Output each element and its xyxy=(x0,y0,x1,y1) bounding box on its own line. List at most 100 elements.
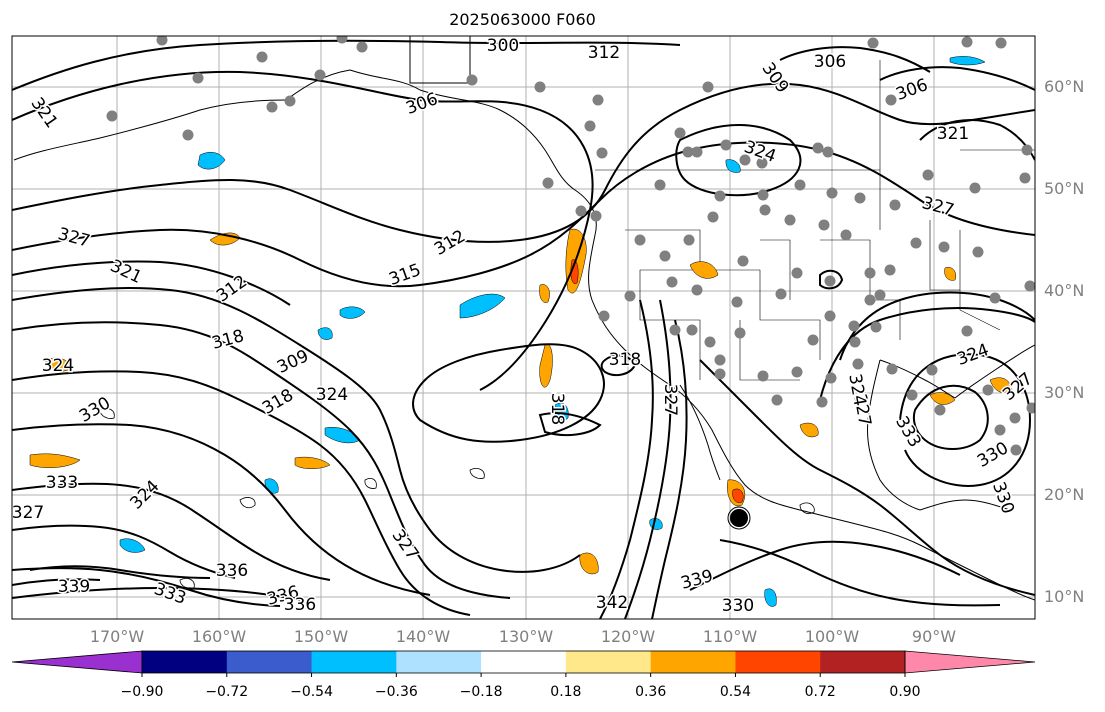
station-marker xyxy=(791,366,803,378)
station-marker xyxy=(852,358,864,370)
longitude-label: 130°W xyxy=(498,627,554,646)
station-marker xyxy=(674,127,686,139)
station-marker xyxy=(775,288,787,300)
station-marker xyxy=(336,36,348,44)
map-gridlines xyxy=(12,36,1035,619)
station-marker xyxy=(825,372,837,384)
contour-label: 336 xyxy=(216,561,248,581)
contour-label: 324 xyxy=(954,340,991,370)
contour-label: 339 xyxy=(679,566,716,594)
longitude-label: 100°W xyxy=(804,627,860,646)
station-marker xyxy=(885,94,897,106)
state-borders xyxy=(595,60,1035,381)
station-marker xyxy=(707,211,719,223)
station-marker xyxy=(182,129,194,141)
station-marker xyxy=(816,396,828,408)
latitude-label: 20°N xyxy=(1044,485,1085,504)
station-marker xyxy=(824,275,836,287)
station-marker xyxy=(284,95,296,107)
station-marker xyxy=(1026,402,1035,414)
latitude-label: 10°N xyxy=(1044,587,1085,606)
station-marker xyxy=(757,189,769,201)
thin-contours xyxy=(99,408,815,589)
strong-positive-shading xyxy=(570,259,744,503)
station-marker xyxy=(575,205,587,217)
station-marker xyxy=(1019,172,1031,184)
longitude-label: 120°W xyxy=(600,627,656,646)
colorbar-tick-label: 0.54 xyxy=(719,684,752,700)
station-marker xyxy=(592,94,604,106)
station-marker xyxy=(659,250,671,262)
latitude-label: 40°N xyxy=(1044,281,1085,300)
negative-shading xyxy=(119,56,986,607)
longitude-label: 110°W xyxy=(702,627,758,646)
contour-label: 324 xyxy=(42,356,74,376)
station-marker xyxy=(784,214,796,226)
contour-label: 333 xyxy=(891,413,925,451)
station-marker xyxy=(791,267,803,279)
station-marker xyxy=(714,190,726,202)
contour-label: 309 xyxy=(274,346,312,378)
longitude-label: 160°W xyxy=(191,627,247,646)
station-marker xyxy=(739,154,751,166)
longitude-label: 140°W xyxy=(395,627,451,646)
contour-label: 309 xyxy=(758,59,793,97)
contour-label: 306 xyxy=(893,75,930,105)
colorbar-segment xyxy=(565,651,652,673)
contour-label: 339 xyxy=(58,577,90,597)
station-marker xyxy=(794,179,806,191)
contour-label: 330 xyxy=(988,479,1018,516)
station-marker xyxy=(840,229,852,241)
contour-label: 306 xyxy=(814,52,846,72)
contour-label: 327 xyxy=(660,384,680,416)
colorbar-segment xyxy=(226,651,313,673)
colorbar-segment xyxy=(311,651,397,673)
contour-label: 342 xyxy=(596,593,628,613)
station-marker xyxy=(683,234,695,246)
station-marker xyxy=(598,310,610,322)
colorbar-segment xyxy=(481,651,567,673)
colorbar-tick-label: 0.90 xyxy=(889,684,921,700)
station-marker xyxy=(989,292,1001,304)
station-marker xyxy=(910,237,922,249)
contour-label: 324 xyxy=(126,476,163,513)
station-marker xyxy=(961,325,973,337)
contour-label: 318 xyxy=(210,326,247,354)
station-marker xyxy=(737,255,749,267)
storm-marker xyxy=(727,506,751,530)
colorbar-tick-label: 0.72 xyxy=(804,684,836,700)
station-marker xyxy=(759,204,771,216)
station-marker xyxy=(714,368,726,380)
contour-label: 312 xyxy=(431,226,469,260)
station-marker xyxy=(266,101,278,113)
contour-label: 327 xyxy=(12,503,44,523)
station-marker xyxy=(994,424,1006,436)
station-marker xyxy=(702,81,714,93)
contour-label: 318 xyxy=(259,385,297,419)
station-marker xyxy=(807,334,819,346)
latitude-label: 30°N xyxy=(1044,383,1085,402)
map-frame xyxy=(11,35,1036,620)
station-marker xyxy=(848,320,860,332)
station-marker xyxy=(314,69,326,81)
station-marker xyxy=(906,389,918,401)
station-marker xyxy=(691,284,703,296)
station-marker xyxy=(734,327,746,339)
colorbar-extend-low xyxy=(11,650,143,674)
contour-label: 333 xyxy=(46,473,78,493)
station-marker xyxy=(826,187,838,199)
station-marker xyxy=(534,81,546,93)
contour-label: 300 xyxy=(487,36,519,56)
station-marker xyxy=(995,37,1007,49)
station-marker xyxy=(634,234,646,246)
colorbar-segment xyxy=(820,651,906,673)
map-title: 2025063000 F060 xyxy=(449,10,596,29)
colorbar-tick-label: −0.54 xyxy=(290,684,333,700)
contour-label: 318 xyxy=(609,350,641,370)
station-marker xyxy=(972,246,984,258)
station-marker xyxy=(654,179,666,191)
station-marker xyxy=(864,294,876,306)
colorbar xyxy=(11,650,1036,677)
contour-label: 312 xyxy=(588,43,620,63)
